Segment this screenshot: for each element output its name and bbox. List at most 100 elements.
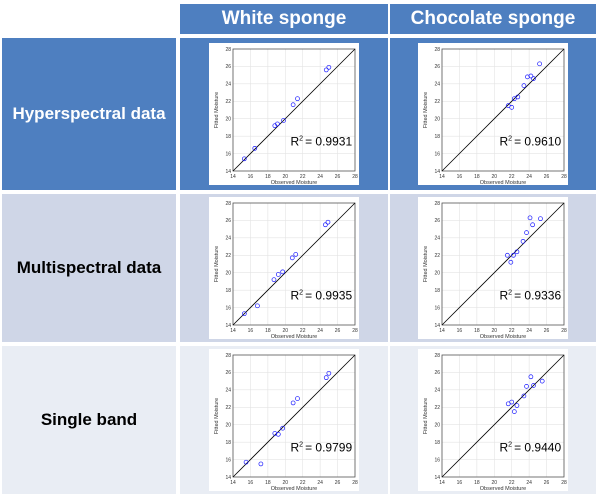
y-tick-label: 28 (434, 201, 440, 207)
identity-line (441, 354, 565, 478)
data-point (521, 393, 527, 399)
r2-symbol: R (500, 441, 509, 455)
y-tick-label: 20 (225, 423, 231, 429)
x-tick-label: 26 (544, 480, 550, 486)
data-point (243, 459, 249, 465)
data-point (281, 118, 286, 123)
x-tick-label: 14 (439, 174, 445, 180)
data-point (325, 219, 331, 225)
x-tick-label: 26 (335, 480, 341, 486)
data-point (521, 83, 527, 88)
data-point (293, 252, 299, 257)
x-tick-label: 18 (265, 174, 271, 180)
y-tick-label: 22 (225, 253, 231, 259)
scatter-chart: 14 16 18 20 22 24 26 28 14 16 18 20 22 24 26 28 Observed… (209, 43, 359, 185)
x-tick-label: 28 (352, 480, 358, 486)
r2-symbol: R (500, 135, 509, 149)
r2-annotation: R2 = 0.9931 (291, 135, 353, 149)
y-tick-label: 24 (434, 236, 440, 242)
data-point (531, 76, 536, 81)
row-label-hyperspectral: Hyperspectral data (2, 38, 176, 190)
x-tick-label: 20 (492, 328, 498, 334)
x-tick-label: 22 (300, 480, 306, 486)
y-axis-label: Fitted Moisture (423, 398, 429, 434)
r2-superscript: 2 (299, 136, 303, 143)
x-tick-label: 28 (561, 480, 567, 486)
x-axis-label: Observed Moisture (480, 486, 526, 491)
plot-frame (232, 48, 356, 172)
data-point (275, 431, 281, 437)
scatter-chart: 14 16 18 20 22 24 26 28 14 16 18 20 22 24 26 28 Observed… (209, 197, 359, 339)
r2-superscript: 2 (508, 442, 512, 449)
r2-symbol: R (500, 289, 509, 303)
data-point (258, 461, 264, 467)
plot-cell-single-white: 14 16 18 20 22 24 26 28 14 16 18 20 22 24 26 28 Observed… (180, 346, 388, 494)
x-tick-label: 28 (561, 328, 567, 334)
x-tick-label: 18 (474, 480, 480, 486)
x-tick-label: 24 (526, 328, 532, 334)
y-tick-label: 20 (225, 271, 231, 277)
y-axis-label: Fitted Moisture (423, 92, 429, 128)
y-tick-label: 22 (434, 405, 440, 411)
x-tick-label: 24 (526, 480, 532, 486)
y-tick-label: 14 (225, 169, 231, 175)
r2-superscript: 2 (299, 290, 303, 297)
plot-cell-single-chocolate: 14 16 18 20 22 24 26 28 14 16 18 20 22 24 26 28 Observed… (390, 346, 596, 494)
y-axis-label: Fitted Moisture (214, 92, 220, 128)
r2-symbol: R (291, 441, 300, 455)
x-tick-label: 24 (317, 174, 323, 180)
x-tick-label: 22 (509, 480, 515, 486)
data-point (290, 400, 296, 406)
data-point (509, 399, 515, 405)
y-tick-label: 24 (434, 82, 440, 88)
data-point (280, 425, 286, 431)
chart-background (418, 197, 568, 339)
data-point (511, 409, 517, 414)
y-tick-label: 14 (434, 169, 440, 175)
data-point (511, 252, 516, 258)
y-tick-label: 14 (434, 475, 440, 481)
x-tick-label: 26 (335, 328, 341, 334)
r2-value: = 0.9935 (305, 289, 352, 303)
r2-value: = 0.9931 (305, 135, 352, 149)
y-tick-label: 26 (225, 370, 231, 376)
x-tick-label: 18 (474, 328, 480, 334)
x-tick-label: 14 (439, 480, 445, 486)
column-header-white-sponge: White sponge (180, 4, 388, 34)
data-point (275, 272, 281, 277)
x-tick-label: 16 (457, 174, 463, 180)
plot-frame (441, 202, 565, 326)
data-point (528, 73, 534, 79)
data-point (289, 255, 295, 261)
data-point (527, 215, 533, 221)
r2-value: = 0.9799 (305, 441, 352, 455)
data-point (271, 277, 277, 283)
y-tick-label: 18 (225, 440, 231, 446)
y-tick-label: 18 (434, 288, 440, 294)
x-tick-label: 20 (283, 480, 289, 486)
y-tick-label: 26 (225, 218, 231, 224)
data-point (514, 249, 520, 255)
x-tick-label: 26 (335, 174, 341, 180)
data-point (537, 61, 542, 67)
row-label-multispectral: Multispectral data (2, 194, 176, 342)
x-tick-label: 20 (283, 174, 289, 180)
x-tick-label: 16 (248, 480, 254, 486)
x-tick-label: 26 (544, 174, 550, 180)
data-point (505, 252, 510, 258)
data-point (539, 378, 545, 384)
x-axis-label: Observed Moisture (271, 486, 317, 491)
x-tick-label: 18 (474, 174, 480, 180)
x-axis-label: Observed Moisture (271, 180, 317, 185)
identity-line (441, 48, 565, 172)
r2-annotation: R2 = 0.9440 (500, 441, 562, 455)
plot-cell-multi-chocolate: 14 16 18 20 22 24 26 28 14 16 18 20 22 24 26 28 Observed… (390, 194, 596, 342)
data-point (241, 311, 247, 317)
x-tick-label: 28 (352, 328, 358, 334)
x-tick-label: 16 (248, 174, 254, 180)
data-point (538, 216, 543, 222)
data-point (241, 156, 247, 162)
scatter-chart: 14 16 18 20 22 24 26 28 14 16 18 20 22 24 26 28 Observed… (418, 349, 568, 491)
data-point (272, 431, 278, 436)
data-point (326, 370, 332, 376)
